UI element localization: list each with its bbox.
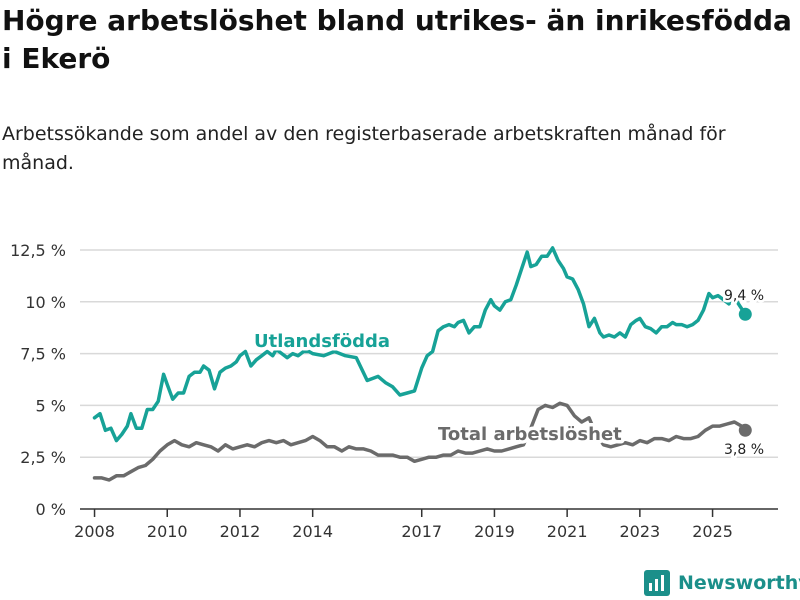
end-point-total xyxy=(738,423,752,437)
x-tick-label: 2021 xyxy=(547,522,588,541)
end-value-label-utlandsfodda: 9,4 % xyxy=(724,288,764,304)
y-tick-label: 0 % xyxy=(36,500,66,519)
brand-name: Newsworthy xyxy=(678,572,800,594)
x-tick-label: 2019 xyxy=(474,522,515,541)
brand-logo: Newsworthy xyxy=(644,568,800,598)
x-tick-label: 2017 xyxy=(401,522,442,541)
x-tick-label: 2014 xyxy=(292,522,333,541)
y-tick-label: 5 % xyxy=(36,396,66,415)
x-tick-label: 2012 xyxy=(220,522,261,541)
y-tick-label: 10 % xyxy=(25,293,66,312)
end-point-utlandsfodda xyxy=(738,307,752,321)
y-axis-tick-labels: 0 % 2,5 % 5 % 7,5 % 10 % 12,5 % xyxy=(10,241,66,519)
y-tick-label: 12,5 % xyxy=(10,241,66,260)
line-chart: 0 %2,5 %5 %7,5 %10 %12,5 % 2008 2010 2012 2… xyxy=(10,241,778,541)
end-value-label-total: 3,8 % xyxy=(724,442,764,458)
chart-subtitle: Arbetssökande som andel av den registerb… xyxy=(2,123,726,174)
series-line-utlandsfodda xyxy=(92,246,748,443)
series-label-utlandsfodda: Utlandsfödda xyxy=(254,331,390,352)
series-label-total: Total arbetslöshet xyxy=(438,424,622,445)
y-tick-label: 7,5 % xyxy=(20,345,66,364)
x-tick-label: 2008 xyxy=(74,522,115,541)
x-tick-label: 2010 xyxy=(147,522,188,541)
series-line-total xyxy=(92,401,748,482)
y-tick-label: 2,5 % xyxy=(20,448,66,467)
x-tick-label: 2025 xyxy=(692,522,733,541)
series-lines xyxy=(92,246,752,482)
chart-title: Högre arbetslöshet bland utrikes- än inr… xyxy=(2,4,792,75)
newsworthy-logo-icon xyxy=(644,570,670,596)
x-tick-label: 2023 xyxy=(619,522,660,541)
series-labels: Utlandsfödda Total arbetslöshet 9,4 % 3,8 % xyxy=(251,286,767,461)
x-axis: 2008 2010 2012 2014 2017 2019 2021 2023 2025 xyxy=(74,508,778,541)
